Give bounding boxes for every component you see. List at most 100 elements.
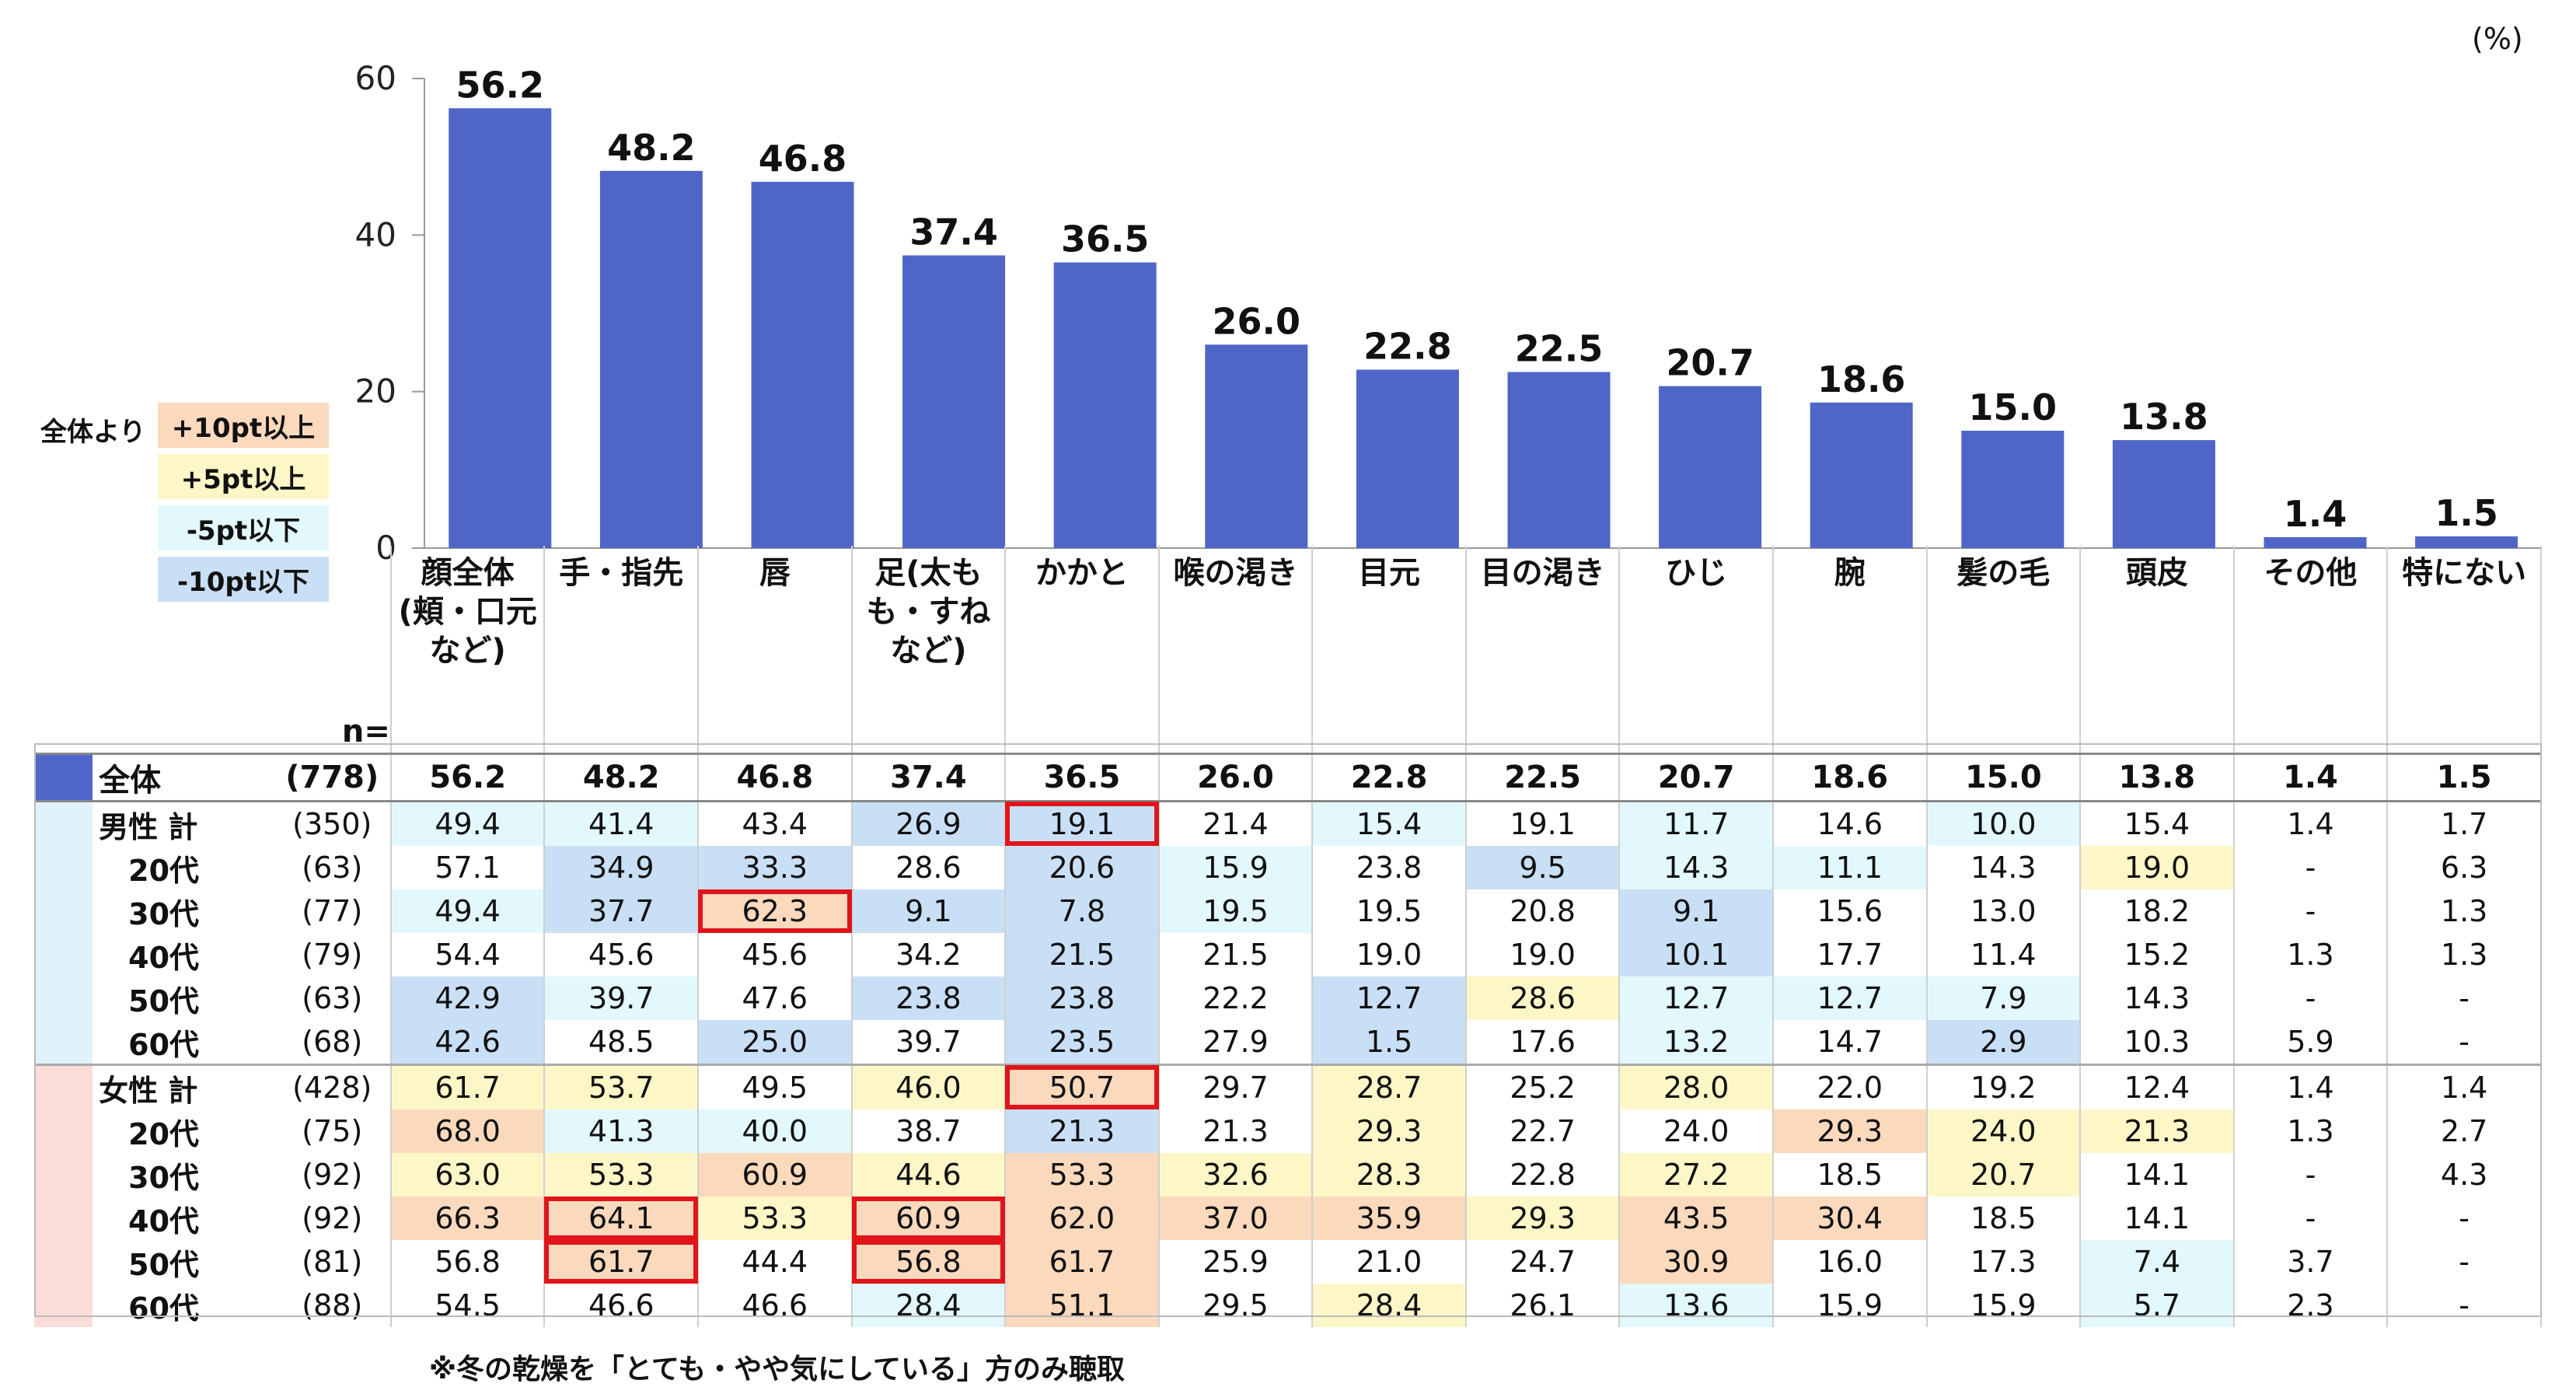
value-cell: 15.2 — [2080, 933, 2235, 976]
bar — [2415, 536, 2518, 548]
table-row: 20代 (63) 57.1 34.9 33.3 28.6 20.6 15.9 23.8 9.5 14… — [34, 846, 2542, 889]
value-cell: 47.6 — [698, 976, 853, 1020]
group-swatch — [34, 1109, 93, 1153]
value-cell: 28.0 — [1619, 1064, 1774, 1109]
value-cell: 60.9 — [851, 1197, 1007, 1240]
value-cell: 22.0 — [1772, 1064, 1928, 1109]
value-cell: 33.3 — [698, 846, 853, 889]
value-cell: 19.1 — [1465, 801, 1621, 846]
value-cell: 11.1 — [1772, 846, 1928, 889]
table-row: 50代 (63) 42.9 39.7 47.6 23.8 23.8 22.2 12.7 28.6 1… — [34, 976, 2542, 1020]
value-cell: 45.6 — [698, 933, 853, 976]
value-cell: 5.9 — [2233, 1020, 2389, 1065]
value-cell: 42.9 — [390, 976, 546, 1020]
row-n: (63) — [274, 846, 392, 889]
value-cell: 66.3 — [390, 1197, 546, 1240]
value-cell: 50.7 — [1005, 1064, 1160, 1109]
value-cell: 24.7 — [1465, 1240, 1621, 1284]
value-cell: 9.5 — [1465, 846, 1621, 889]
value-cell: 12.7 — [1619, 976, 1774, 1020]
value-cell: 53.7 — [544, 1064, 700, 1109]
value-cell: 28.6 — [1465, 976, 1621, 1020]
value-cell: 14.1 — [2080, 1197, 2235, 1240]
bar — [1507, 372, 1611, 548]
value-cell: 19.0 — [1312, 933, 1467, 976]
group-swatch — [34, 1197, 93, 1240]
value-cell: 15.9 — [1926, 1284, 2082, 1327]
category-label: 腕 — [1772, 546, 1928, 754]
footnote: ※冬の乾燥を「とても・やや気にしている」方のみ聴取 — [429, 1354, 1126, 1385]
value-cell: 3.7 — [2233, 1240, 2389, 1284]
table-row: 40代 (92) 66.3 64.1 53.3 60.9 62.0 37.0 35.9 29.3 4… — [34, 1197, 2542, 1240]
value-cell: 46.0 — [851, 1064, 1007, 1109]
bar — [1810, 402, 1913, 548]
value-cell: 2.7 — [2387, 1109, 2542, 1153]
value-cell: 44.6 — [851, 1153, 1007, 1197]
group-swatch — [34, 801, 93, 846]
value-cell: 23.8 — [851, 976, 1007, 1020]
row-n: (68) — [274, 1020, 392, 1065]
legend-item: -5pt以下 — [158, 505, 329, 550]
value-cell: 57.1 — [390, 846, 546, 889]
row-n: (63) — [274, 976, 392, 1020]
value-cell: 54.4 — [390, 933, 546, 976]
value-cell: 61.7 — [1005, 1240, 1160, 1284]
value-cell: 39.7 — [544, 976, 700, 1020]
value-cell: 10.3 — [2080, 1020, 2235, 1065]
value-cell: 4.3 — [2387, 1153, 2542, 1197]
value-cell: 29.5 — [1158, 1284, 1314, 1327]
category-label: 顔全体 (頬・口元 など) — [390, 546, 546, 754]
group-swatch — [34, 1064, 93, 1109]
value-cell: 19.2 — [1926, 1064, 2082, 1109]
value-cell: 15.9 — [1772, 1284, 1928, 1327]
legend-item: +10pt以上 — [158, 403, 329, 448]
value-cell: 16.0 — [1772, 1240, 1928, 1284]
row-label: 男性 計 — [99, 809, 198, 844]
group-swatch — [34, 1240, 93, 1284]
value-cell: 41.4 — [544, 801, 700, 846]
table-row: 全体 (778) 56.2 48.2 46.8 37.4 36.5 26.0 22.8 22.5 2… — [34, 753, 2542, 802]
value-cell: 10.1 — [1619, 933, 1774, 976]
value-cell: 62.3 — [698, 889, 853, 933]
group-swatch — [34, 753, 93, 802]
value-cell: 46.6 — [544, 1284, 700, 1327]
value-cell: 25.2 — [1465, 1064, 1621, 1109]
row-label: 50代 — [128, 1247, 200, 1282]
value-cell: 19.1 — [1005, 801, 1160, 846]
value-cell: 11.7 — [1619, 801, 1774, 846]
value-cell: 9.1 — [851, 889, 1007, 933]
value-cell: 34.2 — [851, 933, 1007, 976]
row-n: (79) — [274, 933, 392, 976]
category-label: ひじ — [1619, 546, 1774, 754]
value-cell: 43.4 — [698, 801, 853, 846]
data-table: n= 顔全体 (頬・口元 など) 手・指先唇足(太も も・すね など) かかと 喉の渇き 目元 目の… — [34, 546, 2542, 1327]
value-cell: 10.0 — [1926, 801, 2082, 846]
value-cell: 37.4 — [851, 753, 1007, 802]
value-cell: - — [2233, 889, 2389, 933]
value-cell: 20.8 — [1465, 889, 1621, 933]
category-label: その他 — [2233, 546, 2389, 754]
value-cell: 21.3 — [1158, 1109, 1314, 1153]
value-cell: 12.4 — [2080, 1064, 2235, 1109]
value-cell: 24.0 — [1926, 1109, 2082, 1153]
blank-cell — [34, 546, 274, 754]
value-cell: - — [2233, 1197, 2389, 1240]
data-label: 46.8 — [759, 138, 847, 180]
value-cell: 46.6 — [698, 1284, 853, 1327]
table-row: 60代 (68) 42.6 48.5 25.0 39.7 23.5 27.9 1.5 17.6 13… — [34, 1020, 2542, 1065]
value-cell: - — [2387, 1284, 2542, 1327]
category-label: 喉の渇き — [1158, 546, 1314, 754]
value-cell: 26.0 — [1158, 753, 1314, 802]
value-cell: 53.3 — [1005, 1153, 1160, 1197]
category-label: 手・指先 — [544, 546, 700, 754]
row-n: (81) — [274, 1240, 392, 1284]
row-label: 20代 — [128, 853, 200, 888]
value-cell: 28.6 — [851, 846, 1007, 889]
value-cell: 22.8 — [1312, 753, 1467, 802]
category-label: 目元 — [1312, 546, 1467, 754]
value-cell: 64.1 — [544, 1197, 700, 1240]
value-cell: 1.7 — [2387, 801, 2542, 846]
value-cell: 13.0 — [1926, 889, 2082, 933]
group-swatch — [34, 976, 93, 1020]
bar — [1205, 344, 1308, 548]
